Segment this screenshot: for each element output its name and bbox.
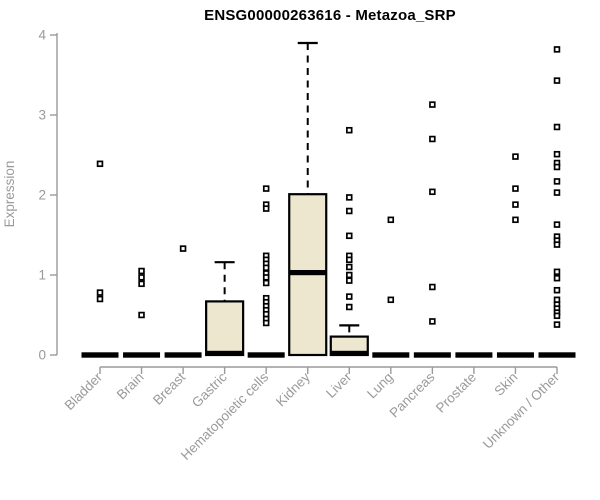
x-tick-label-skin: Skin: [491, 370, 520, 399]
x-tick-label-unknown-other: Unknown / Other: [480, 369, 563, 452]
boxplot-gastric: [205, 261, 245, 357]
boxplot-bladder: [81, 352, 119, 358]
outlier-point: [346, 277, 353, 284]
outlier-point: [346, 126, 353, 134]
outlier-point: [553, 150, 561, 158]
outlier-point: [553, 46, 561, 53]
boxplot-breast: [164, 352, 202, 358]
median-line: [81, 352, 119, 358]
outlier-point: [346, 271, 353, 279]
chart-title: ENSG00000263616 - Metazoa_SRP: [204, 7, 456, 24]
outlier-point: [553, 189, 561, 196]
outlier-point: [553, 268, 561, 276]
x-tick-label-lung: Lung: [364, 370, 396, 402]
median-line: [455, 352, 493, 358]
outlier-point: [138, 267, 145, 275]
boxplots: [81, 41, 576, 358]
outlier-point: [553, 321, 561, 328]
outlier-point: [96, 295, 104, 303]
outlier-point: [429, 283, 436, 291]
x-tick-label-bladder: Bladder: [62, 369, 106, 413]
boxplot-brain: [123, 352, 161, 358]
outlier-point: [429, 188, 436, 196]
outlier-point: [553, 274, 561, 282]
outlier-point: [262, 264, 270, 272]
x-tick-label-kidney: Kidney: [273, 369, 313, 409]
outlier-point: [512, 153, 519, 160]
median-line: [206, 350, 244, 356]
median-line: [289, 270, 327, 276]
boxplot-skin: [496, 352, 534, 358]
outlier-point: [346, 303, 353, 311]
outlier-point: [346, 194, 353, 201]
outlier-point: [429, 101, 436, 108]
outlier-point: [429, 135, 436, 143]
outlier-point: [262, 274, 270, 281]
boxplot-kidney: [288, 41, 328, 357]
outlier-point: [138, 280, 145, 288]
boxplot-prostate: [455, 352, 493, 358]
outlier-point: [346, 256, 353, 264]
x-tick-label-breast: Breast: [150, 369, 188, 407]
outlier-point: [553, 312, 561, 320]
outlier-point: [179, 245, 187, 252]
y-tick-label: 2: [38, 188, 46, 203]
median-line: [330, 350, 368, 356]
outlier-point: [553, 123, 561, 131]
outlier-point: [96, 289, 104, 296]
outlier-point: [346, 232, 353, 240]
x-tick-label-pancreas: Pancreas: [387, 369, 438, 420]
median-line: [538, 352, 576, 358]
y-tick-label: 3: [38, 108, 46, 123]
outlier-point: [262, 319, 270, 327]
y-axis-label: Expression: [2, 161, 17, 228]
outlier-point: [262, 185, 270, 192]
median-line: [496, 352, 534, 358]
outlier-point: [553, 163, 561, 171]
outlier-point: [553, 241, 561, 248]
outlier-points: [96, 46, 561, 328]
boxplot-hematopoietic-cells: [247, 352, 285, 358]
median-line: [123, 352, 161, 358]
outlier-point: [138, 311, 145, 319]
outlier-point: [512, 185, 519, 192]
median-line: [164, 352, 202, 358]
y-tick-label: 1: [38, 268, 46, 283]
outlier-point: [429, 318, 436, 325]
outlier-point: [262, 279, 270, 287]
outlier-point: [346, 207, 353, 215]
x-tick-label-prostate: Prostate: [433, 370, 479, 416]
outlier-point: [553, 178, 561, 185]
boxplot-lung: [372, 352, 410, 358]
median-line: [413, 352, 451, 358]
x-tick-label-brain: Brain: [114, 370, 147, 403]
boxplot-liver: [329, 324, 369, 357]
y-tick-label: 0: [38, 348, 46, 363]
median-line: [247, 352, 285, 358]
outlier-point: [387, 216, 395, 224]
outlier-point: [553, 77, 561, 84]
outlier-point: [512, 201, 519, 208]
boxplot-unknown-other: [538, 352, 576, 358]
outlier-point: [346, 293, 353, 300]
x-tick-label-gastric: Gastric: [189, 369, 230, 410]
outlier-point: [96, 160, 104, 168]
outlier-point: [387, 296, 395, 304]
outlier-point: [553, 286, 561, 294]
boxplot-pancreas: [413, 352, 451, 358]
outlier-point: [346, 263, 353, 271]
outlier-point: [553, 221, 561, 228]
outlier-point: [512, 216, 519, 224]
outlier-point: [262, 205, 270, 212]
box: [205, 300, 245, 357]
median-line: [372, 352, 410, 358]
outlier-point: [138, 274, 145, 281]
x-tick-label-liver: Liver: [323, 369, 355, 401]
y-tick-label: 4: [38, 28, 46, 43]
